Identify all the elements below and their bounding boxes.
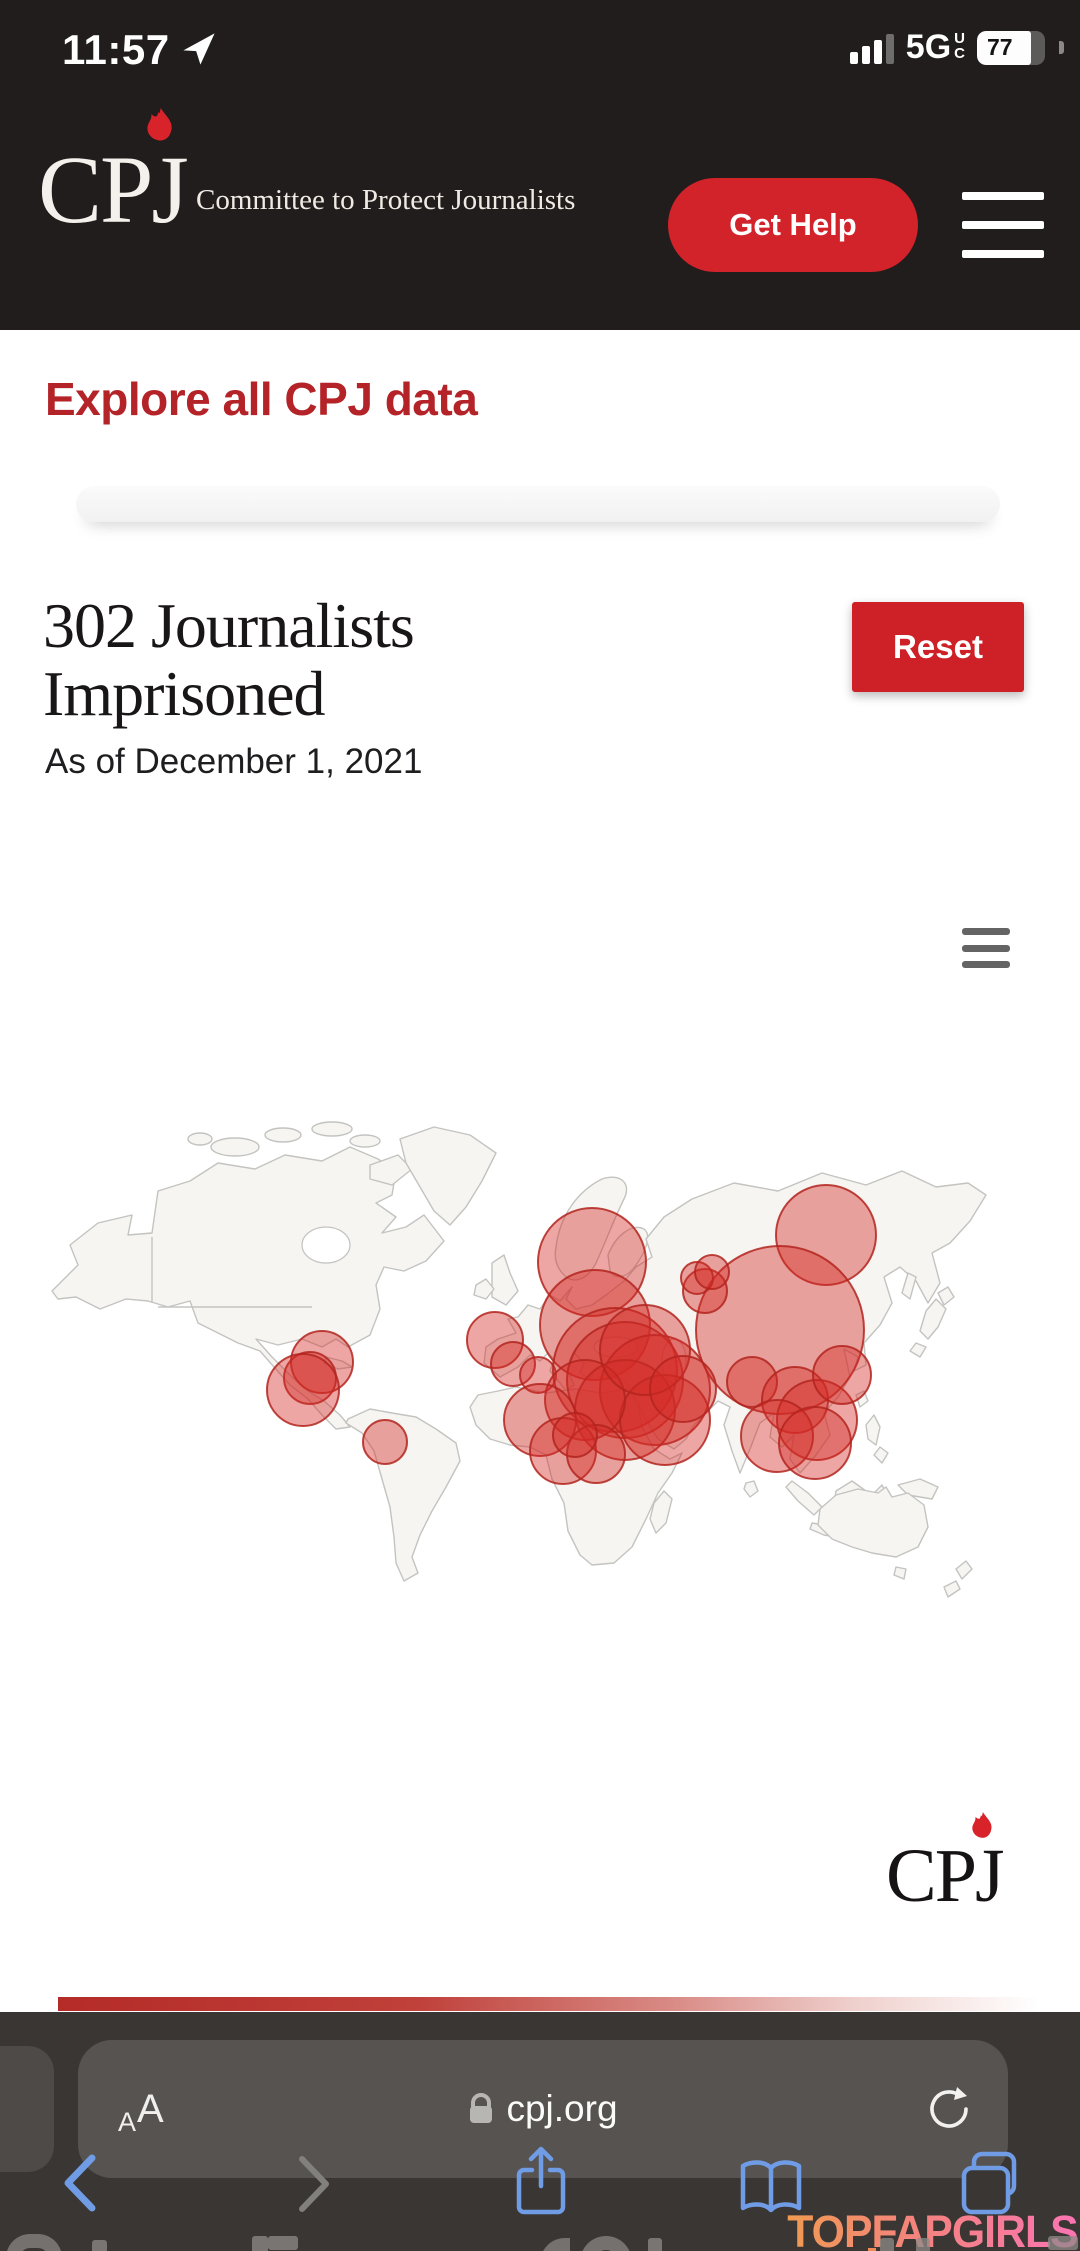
map-bubble[interactable] <box>362 1419 408 1465</box>
top-dark-block: 11:57 5G U C 77 <box>0 0 1080 330</box>
map-bubble[interactable] <box>490 1341 536 1387</box>
cpj-logo-text: CPJ <box>38 136 189 243</box>
reset-button[interactable]: Reset <box>852 602 1024 692</box>
watermark-text: TOPFAPGIRLS <box>788 2206 1079 2251</box>
map-bubble[interactable] <box>466 1311 524 1369</box>
status-right-cluster: 5G U C 77 <box>849 28 1064 67</box>
map-bubble[interactable] <box>566 1321 684 1439</box>
map-bubble[interactable] <box>778 1406 852 1480</box>
map-bubble[interactable] <box>537 1207 647 1317</box>
map-bubble[interactable] <box>566 1424 626 1484</box>
cutoff-glyph <box>1048 2236 1078 2250</box>
map-bubble[interactable] <box>649 1355 717 1423</box>
section-divider <box>76 486 1000 522</box>
cpj-footer-logo-text: CPJ <box>886 1834 1005 1918</box>
cutoff-glyph <box>6 2234 62 2251</box>
cutoff-glyph <box>92 2240 107 2251</box>
explore-data-link[interactable]: Explore all CPJ data <box>45 373 478 425</box>
battery-icon: 77 <box>977 30 1045 65</box>
map-bubble[interactable] <box>599 1334 711 1446</box>
lock-icon <box>468 2093 494 2125</box>
refresh-icon[interactable] <box>926 2086 972 2132</box>
cutoff-glyph <box>648 2238 662 2251</box>
bubble-layer <box>266 1184 877 1485</box>
map-bubble[interactable] <box>775 1184 877 1286</box>
cpj-flame-icon <box>142 108 176 154</box>
back-button[interactable] <box>58 2152 102 2214</box>
url-text: cpj.org <box>506 2088 618 2129</box>
network-uc-label: U C <box>954 30 965 62</box>
cutoff-glyph <box>540 2238 570 2251</box>
map-bubble[interactable] <box>552 1412 598 1458</box>
map-bubble[interactable] <box>740 1399 814 1473</box>
map-bubble[interactable] <box>266 1353 340 1427</box>
bookmarks-icon[interactable] <box>737 2158 805 2216</box>
map-bubble[interactable] <box>726 1356 778 1408</box>
watermark-drip <box>868 2248 876 2251</box>
battery-percent: 77 <box>987 34 1013 60</box>
map-bubble[interactable] <box>599 1304 691 1396</box>
cutoff-glyph <box>880 2238 894 2251</box>
map-bubble[interactable] <box>812 1345 872 1405</box>
red-divider-strip <box>58 1997 1080 2011</box>
menu-icon[interactable] <box>962 192 1044 258</box>
world-bubble-map[interactable] <box>40 1095 1040 1620</box>
get-help-button[interactable]: Get Help <box>668 178 918 272</box>
map-bubble[interactable] <box>694 1254 730 1290</box>
signal-strength-icon <box>849 32 894 64</box>
cutoff-glyph <box>268 2236 298 2250</box>
map-bubble[interactable] <box>529 1417 597 1485</box>
map-bubble[interactable] <box>544 1359 626 1441</box>
cutoff-glyph <box>252 2236 268 2251</box>
cutoff-glyph <box>916 2238 930 2251</box>
cpj-footer-flame-icon <box>968 1812 995 1849</box>
url-display: cpj.org <box>78 2040 1008 2178</box>
share-icon[interactable] <box>512 2146 570 2218</box>
tabs-icon[interactable] <box>960 2150 1026 2216</box>
status-time: 11:57 <box>62 26 170 73</box>
location-arrow-icon <box>182 32 216 66</box>
map-svg <box>51 1121 987 1598</box>
network-5g-label: 5G <box>905 28 952 66</box>
cutoff-glyph <box>580 2236 632 2251</box>
chart-context-menu-icon[interactable] <box>962 928 1010 968</box>
site-header: CPJ Committee to Protect Journalists Get… <box>0 96 1080 330</box>
map-bubble[interactable] <box>695 1245 865 1415</box>
cpj-footer-logo: CPJ <box>886 1812 1016 1968</box>
page-content: Explore all CPJ data 302 Journalists Imp… <box>0 330 1080 2012</box>
status-bar: 11:57 5G U C 77 <box>0 0 1080 96</box>
site-tagline: Committee to Protect Journalists <box>196 184 576 216</box>
cpj-logo[interactable]: CPJ <box>38 108 189 312</box>
adjacent-tab-edge[interactable] <box>0 2046 54 2172</box>
map-bubble[interactable] <box>539 1269 651 1381</box>
network-type-indicator: 5G U C <box>906 28 965 67</box>
as-of-date: As of December 1, 2021 <box>45 742 423 781</box>
forward-button[interactable] <box>292 2154 336 2214</box>
map-bubble[interactable] <box>776 1379 858 1461</box>
page-title: 302 Journalists Imprisoned <box>43 590 415 729</box>
battery-nub <box>1059 41 1064 54</box>
